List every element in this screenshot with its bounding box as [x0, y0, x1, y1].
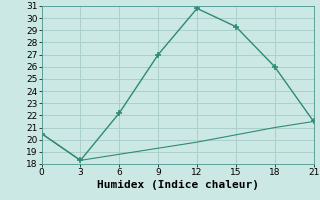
- X-axis label: Humidex (Indice chaleur): Humidex (Indice chaleur): [97, 180, 259, 190]
